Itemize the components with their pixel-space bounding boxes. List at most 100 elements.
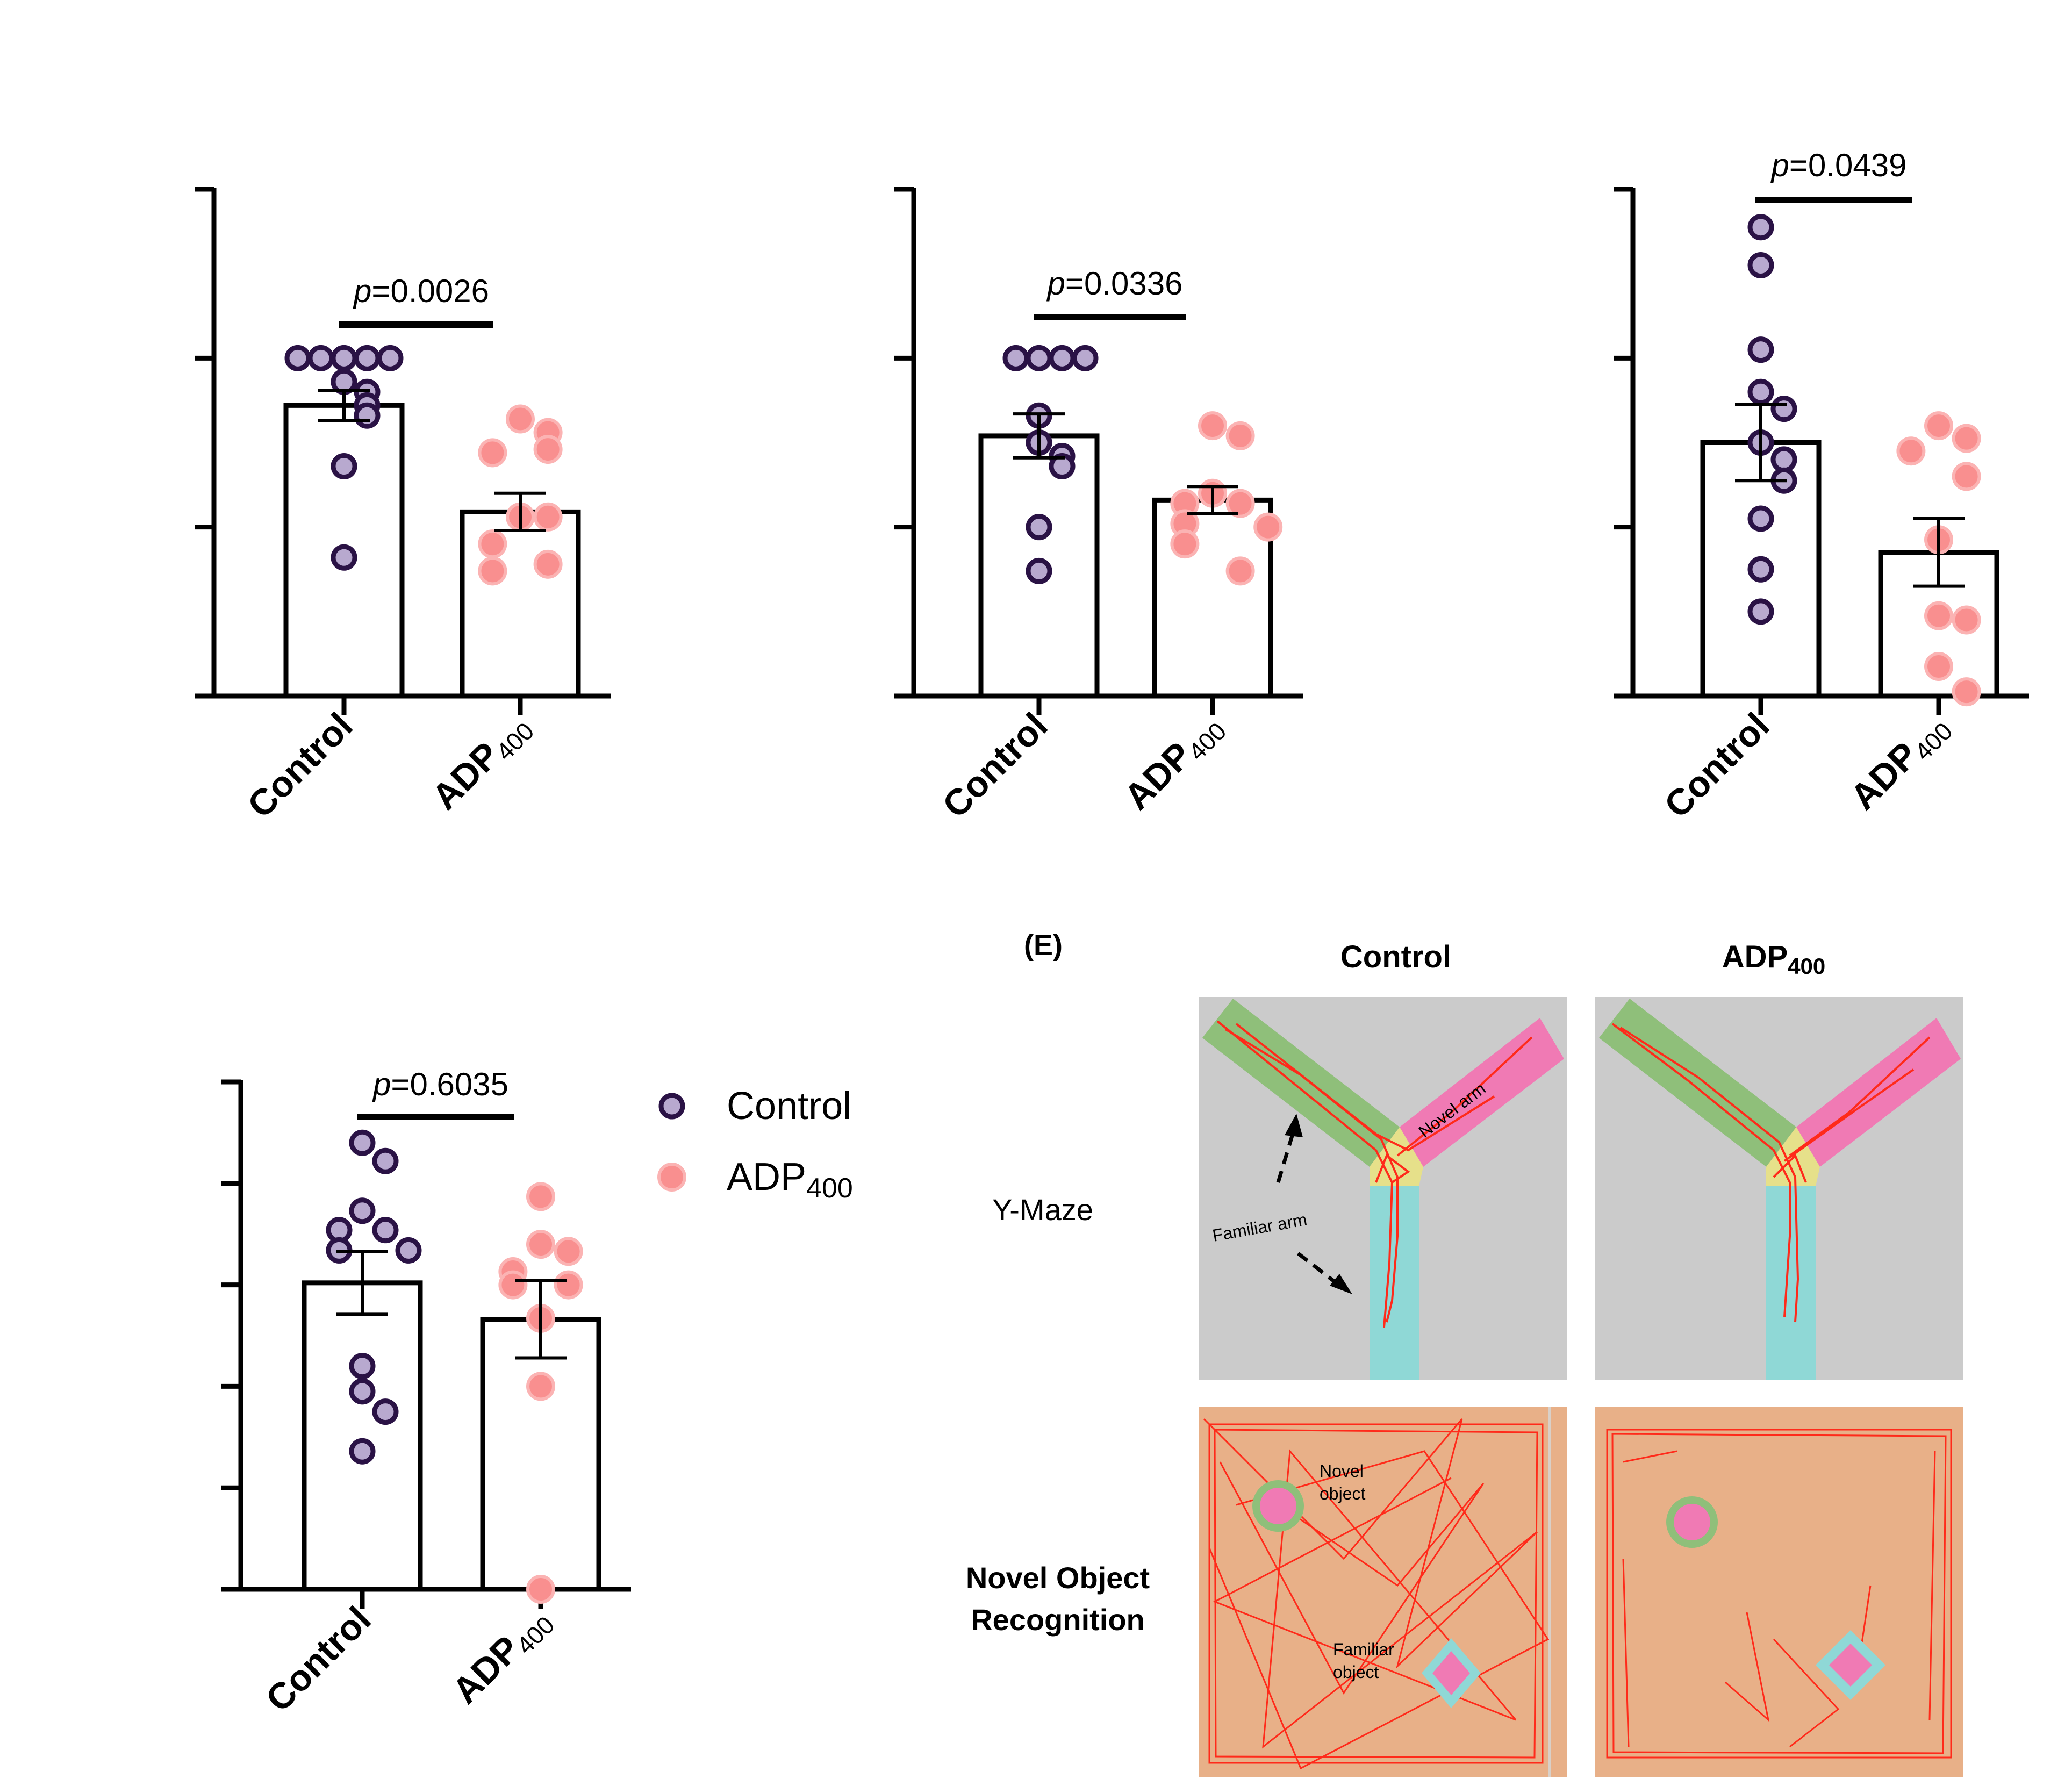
p-value-label: p=0.6035 <box>372 1066 508 1102</box>
data-point-control <box>349 1197 376 1224</box>
data-point-control <box>1747 378 1774 405</box>
familiar-arrow-up <box>1276 1128 1296 1184</box>
panel-label-e: (E) <box>1024 929 1063 962</box>
familiar-arrow-up-head <box>1285 1114 1303 1137</box>
category-label-control: Control <box>935 705 1056 826</box>
data-point-control <box>331 345 357 371</box>
data-point-adp <box>498 1270 528 1300</box>
ymaze-control-center <box>1370 1127 1423 1186</box>
data-point-adp <box>533 549 563 579</box>
data-point-control <box>1770 396 1797 422</box>
data-point-adp <box>554 1237 583 1266</box>
category-text: Control <box>258 1599 379 1720</box>
data-point-control <box>1747 252 1774 278</box>
ymaze-adp-trace <box>1611 1023 1931 1323</box>
data-point-adp <box>1952 462 1981 491</box>
nor-control-trace <box>1203 1418 1550 1770</box>
category-label-control: Control <box>258 1599 379 1720</box>
data-point-control <box>349 1438 376 1465</box>
category-text: Control <box>240 705 361 826</box>
data-point-adp <box>526 1230 555 1259</box>
ymaze-adp-arm-cyan <box>1766 1186 1816 1380</box>
legend-subscript: 400 <box>806 1173 853 1204</box>
col-header-control: Control <box>1340 939 1451 974</box>
data-point-control <box>354 402 381 429</box>
data-point-control <box>372 1398 399 1425</box>
bar-control <box>302 1280 423 1592</box>
p-value-label: p=0.0439 <box>1770 147 1907 183</box>
data-point-control <box>1026 514 1052 541</box>
panel-e: (E) Control ADP400 Y-Maze Novel Object R… <box>966 929 1963 1777</box>
data-point-adp <box>1952 605 1981 635</box>
data-point-adp <box>1225 421 1255 450</box>
p-italic: p <box>1770 147 1789 183</box>
p-italic: p <box>353 273 371 309</box>
ymaze-adp-arm-pink <box>1796 1018 1961 1167</box>
data-point-control <box>1002 345 1029 371</box>
ymaze-adp-arm-green <box>1599 999 1796 1167</box>
nor-control-novel-object <box>1260 1488 1296 1524</box>
familiar-arrow-down-head <box>1330 1274 1352 1294</box>
data-point-adp <box>1170 529 1200 559</box>
data-point-adp <box>1924 411 1953 441</box>
p-italic: p <box>1046 266 1065 302</box>
data-point-adp <box>533 435 563 464</box>
data-point-adp <box>1225 489 1255 518</box>
data-point-control <box>1747 598 1774 625</box>
ymaze-adp-image <box>1595 997 1963 1380</box>
category-text: Control <box>1657 705 1777 826</box>
legend-marker-control <box>658 1093 685 1120</box>
p-value: =0.0026 <box>371 273 489 309</box>
data-point-adp <box>1924 651 1953 681</box>
data-point-control <box>1049 453 1076 480</box>
data-point-adp <box>478 529 507 559</box>
bar-adp <box>480 1317 601 1592</box>
data-point-control <box>1026 345 1052 371</box>
p-value-label: p=0.0026 <box>353 273 489 309</box>
col-header-adp-subscript: 400 <box>1788 953 1825 979</box>
data-point-adp <box>526 1372 555 1401</box>
panel-a: Control ADP400 p=0.0026 <box>195 187 611 826</box>
data-point-adp <box>1952 424 1981 453</box>
data-point-control <box>1072 345 1099 371</box>
nor-adp-novel-object <box>1674 1504 1710 1540</box>
data-point-control <box>377 345 404 371</box>
data-point-adp <box>1225 556 1255 586</box>
data-point-adp <box>478 556 507 586</box>
panel-c: Control ADP400 p=0.0439 <box>1614 147 2029 826</box>
nor-novel-object-label-1: Novel <box>1320 1461 1364 1481</box>
data-point-control <box>1747 336 1774 363</box>
data-point-control <box>349 1378 376 1405</box>
nor-control-bg <box>1199 1407 1567 1777</box>
p-italic: p <box>372 1066 391 1102</box>
data-point-control <box>354 345 381 371</box>
category-label-adp: ADP400 <box>424 705 539 820</box>
legend-label-adp: ADP400 <box>727 1156 853 1204</box>
data-point-control <box>395 1237 422 1264</box>
category-label-adp: ADP400 <box>1842 705 1958 820</box>
category-label-adp: ADP400 <box>444 1599 560 1714</box>
category-label-control: Control <box>240 705 361 826</box>
data-point-control <box>349 1129 376 1156</box>
data-point-adp <box>478 438 507 468</box>
ymaze-control-arm-green <box>1202 999 1400 1167</box>
nor-adp-image <box>1595 1407 1963 1777</box>
data-point-adp <box>1198 411 1227 441</box>
data-point-control <box>1747 505 1774 532</box>
row-label-nor-2: Recognition <box>971 1603 1145 1637</box>
data-point-control <box>331 453 357 480</box>
legend-marker-adp <box>657 1163 686 1192</box>
data-point-control <box>1049 345 1076 371</box>
panel-b: Control ADP400 p=0.0336 <box>894 187 1303 826</box>
ymaze-control-image: Novel arm Familiar arm <box>1199 997 1567 1380</box>
legend: Control ADP400 <box>657 1085 853 1204</box>
nor-adp-bg <box>1595 1407 1963 1777</box>
nor-familiar-object-label-1: Familiar <box>1333 1640 1394 1659</box>
data-point-control <box>372 1147 399 1174</box>
data-point-adp <box>526 1182 555 1211</box>
category-label-adp: ADP400 <box>1116 705 1231 820</box>
p-value-label: p=0.0336 <box>1046 266 1183 302</box>
legend-label-control: Control <box>727 1085 851 1128</box>
panel-d: Control ADP400 p=0.6035 <box>221 1066 631 1720</box>
data-point-control <box>284 345 311 371</box>
